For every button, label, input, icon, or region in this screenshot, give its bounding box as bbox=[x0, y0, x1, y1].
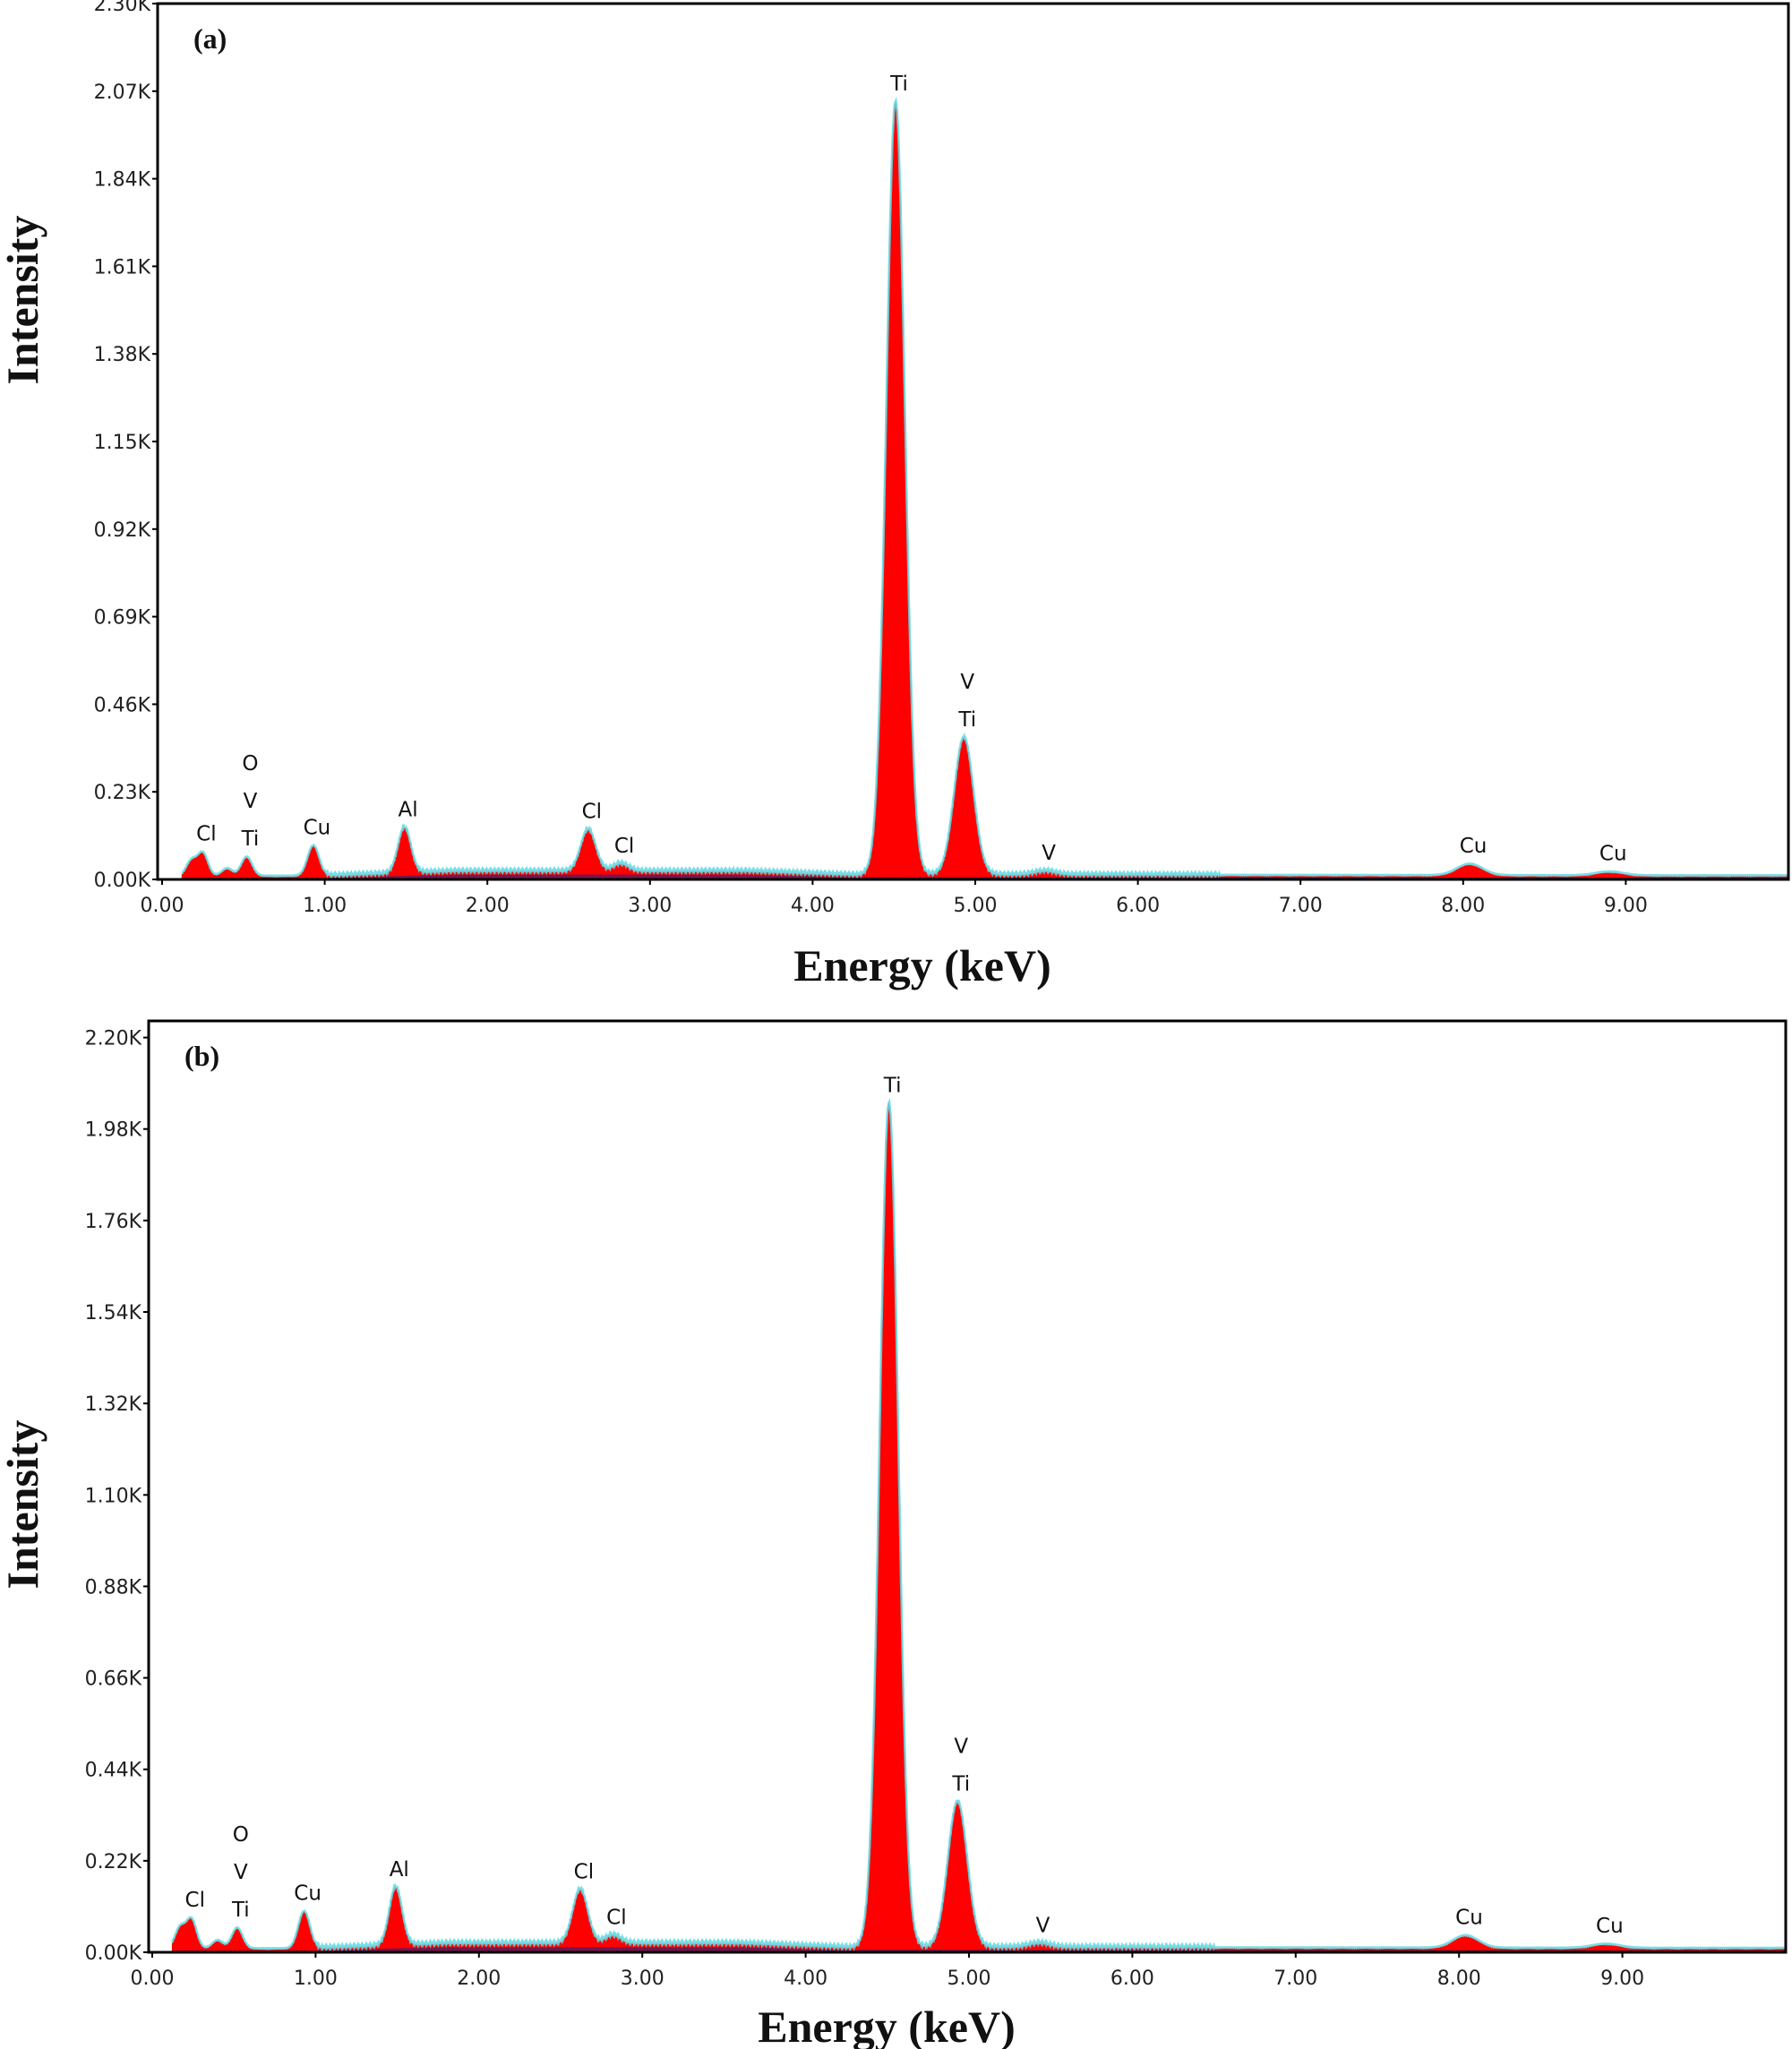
peak-label-v: V bbox=[234, 1861, 248, 1884]
x-tick-label: 4.00 bbox=[784, 1968, 827, 1990]
peak-label-v: V bbox=[960, 671, 974, 694]
y-tick-label: 0.44K bbox=[85, 1760, 142, 1782]
y-tick-label: 2.20K bbox=[85, 1028, 142, 1050]
x-tick-label: 8.00 bbox=[1441, 895, 1485, 917]
y-tick-label: 1.61K bbox=[94, 256, 151, 279]
peak-label-cu: Cu bbox=[1455, 1907, 1483, 1930]
chart-panel-b: 0.00K 0.22K 0.44K 0.66K 0.88K 1.10K 1.32K 1.54K… bbox=[0, 1019, 1788, 2049]
y-tick-label: 0.66K bbox=[85, 1668, 142, 1691]
peak-label-v: V bbox=[1042, 842, 1056, 865]
plot-frame bbox=[156, 2, 1790, 881]
x-tick-label: 0.00 bbox=[131, 1968, 175, 1990]
peak-label-cl: Cl bbox=[185, 1889, 205, 1912]
peak-label-ti: Ti bbox=[231, 1899, 250, 1922]
x-tick-label: 4.00 bbox=[791, 895, 835, 917]
x-tick-label: 2.00 bbox=[457, 1968, 501, 1990]
y-tick-label: 0.23K bbox=[94, 782, 151, 804]
y-tick-label: 1.84K bbox=[94, 169, 151, 192]
x-tick-label: 8.00 bbox=[1437, 1968, 1481, 1990]
panel-label: (a) bbox=[193, 22, 227, 55]
peak-label-cu: Cu bbox=[1596, 1915, 1624, 1938]
x-tick-label: 6.00 bbox=[1116, 895, 1160, 917]
spectrum-fill bbox=[171, 1102, 1786, 1952]
peak-label-cl: Cl bbox=[196, 823, 216, 846]
x-axis-title: Energy (keV) bbox=[793, 940, 1050, 990]
peak-label-o: O bbox=[233, 1823, 249, 1847]
peak-label-cu: Cu bbox=[294, 1882, 322, 1905]
peak-label-cu: Cu bbox=[1460, 835, 1488, 858]
x-tick-label: 6.00 bbox=[1110, 1968, 1154, 1990]
y-tick-label: 2.30K bbox=[94, 0, 151, 16]
y-axis-title: Intensity bbox=[0, 1420, 47, 1590]
y-tick-label: 0.00K bbox=[85, 1942, 142, 1965]
chart-panel-a: 0.00K 0.23K 0.46K 0.69K 0.92K 1.15K 1.38K 1.61K… bbox=[0, 0, 1790, 990]
x-axis-title: Energy (keV) bbox=[758, 2002, 1015, 2049]
spectrum-fill bbox=[181, 101, 1788, 880]
x-tick-label: 3.00 bbox=[621, 1968, 664, 1990]
peak-label-cl: Cl bbox=[606, 1906, 626, 1929]
peak-label-al: Al bbox=[399, 798, 418, 821]
y-tick-label: 0.22K bbox=[85, 1851, 142, 1873]
peak-label-ti: Ti bbox=[951, 1772, 970, 1796]
peak-label-ti: Ti bbox=[957, 708, 976, 732]
y-tick-label: 1.38K bbox=[94, 344, 151, 366]
y-tick-label: 0.69K bbox=[94, 607, 151, 630]
peak-label-al: Al bbox=[390, 1858, 409, 1882]
y-tick-label: 2.07K bbox=[94, 81, 151, 104]
panel-label: (b) bbox=[184, 1040, 219, 1072]
y-tick-label: 1.15K bbox=[94, 432, 151, 454]
y-tick-label: 0.88K bbox=[85, 1576, 142, 1599]
x-tick-label: 9.00 bbox=[1600, 1968, 1644, 1990]
y-tick-label: 1.32K bbox=[85, 1393, 142, 1416]
peak-label-ti: Ti bbox=[883, 1074, 902, 1097]
x-tick-label: 3.00 bbox=[628, 895, 672, 917]
y-tick-label: 1.10K bbox=[85, 1485, 142, 1507]
peak-label-ti: Ti bbox=[889, 73, 908, 96]
peak-label-v: V bbox=[1036, 1914, 1050, 1937]
x-tick-label: 0.00 bbox=[141, 895, 184, 917]
spectrum-fit-line bbox=[170, 1097, 1787, 1953]
plot-frame bbox=[147, 1019, 1788, 1954]
y-tick-label: 1.98K bbox=[85, 1119, 142, 1142]
x-tick-label: 9.00 bbox=[1604, 895, 1648, 917]
peak-label-v: V bbox=[954, 1735, 968, 1758]
peak-label-cu: Cu bbox=[1599, 843, 1627, 866]
x-tick-label: 7.00 bbox=[1279, 895, 1323, 917]
peak-label-cu: Cu bbox=[304, 816, 331, 839]
y-tick-label: 1.54K bbox=[85, 1302, 142, 1325]
peak-label-cl: Cl bbox=[574, 1860, 594, 1883]
y-tick-label: 0.92K bbox=[94, 519, 151, 542]
y-tick-label: 1.76K bbox=[85, 1211, 142, 1233]
peak-label-cl: Cl bbox=[614, 835, 634, 858]
y-tick-label: 0.46K bbox=[94, 694, 151, 716]
y-tick-label: 0.00K bbox=[94, 870, 151, 892]
x-tick-label: 7.00 bbox=[1273, 1968, 1317, 1990]
y-axis-title: Intensity bbox=[0, 216, 47, 385]
peak-label-v: V bbox=[244, 790, 258, 813]
x-tick-label: 5.00 bbox=[954, 895, 998, 917]
x-tick-label: 5.00 bbox=[947, 1968, 991, 1990]
peak-label-cl: Cl bbox=[582, 801, 602, 824]
peak-label-ti: Ti bbox=[241, 827, 260, 851]
spectrum-fit-line bbox=[181, 96, 1789, 880]
x-tick-label: 2.00 bbox=[466, 895, 510, 917]
peak-label-o: O bbox=[242, 752, 258, 776]
x-tick-label: 1.00 bbox=[303, 895, 347, 917]
x-tick-label: 1.00 bbox=[294, 1968, 338, 1990]
